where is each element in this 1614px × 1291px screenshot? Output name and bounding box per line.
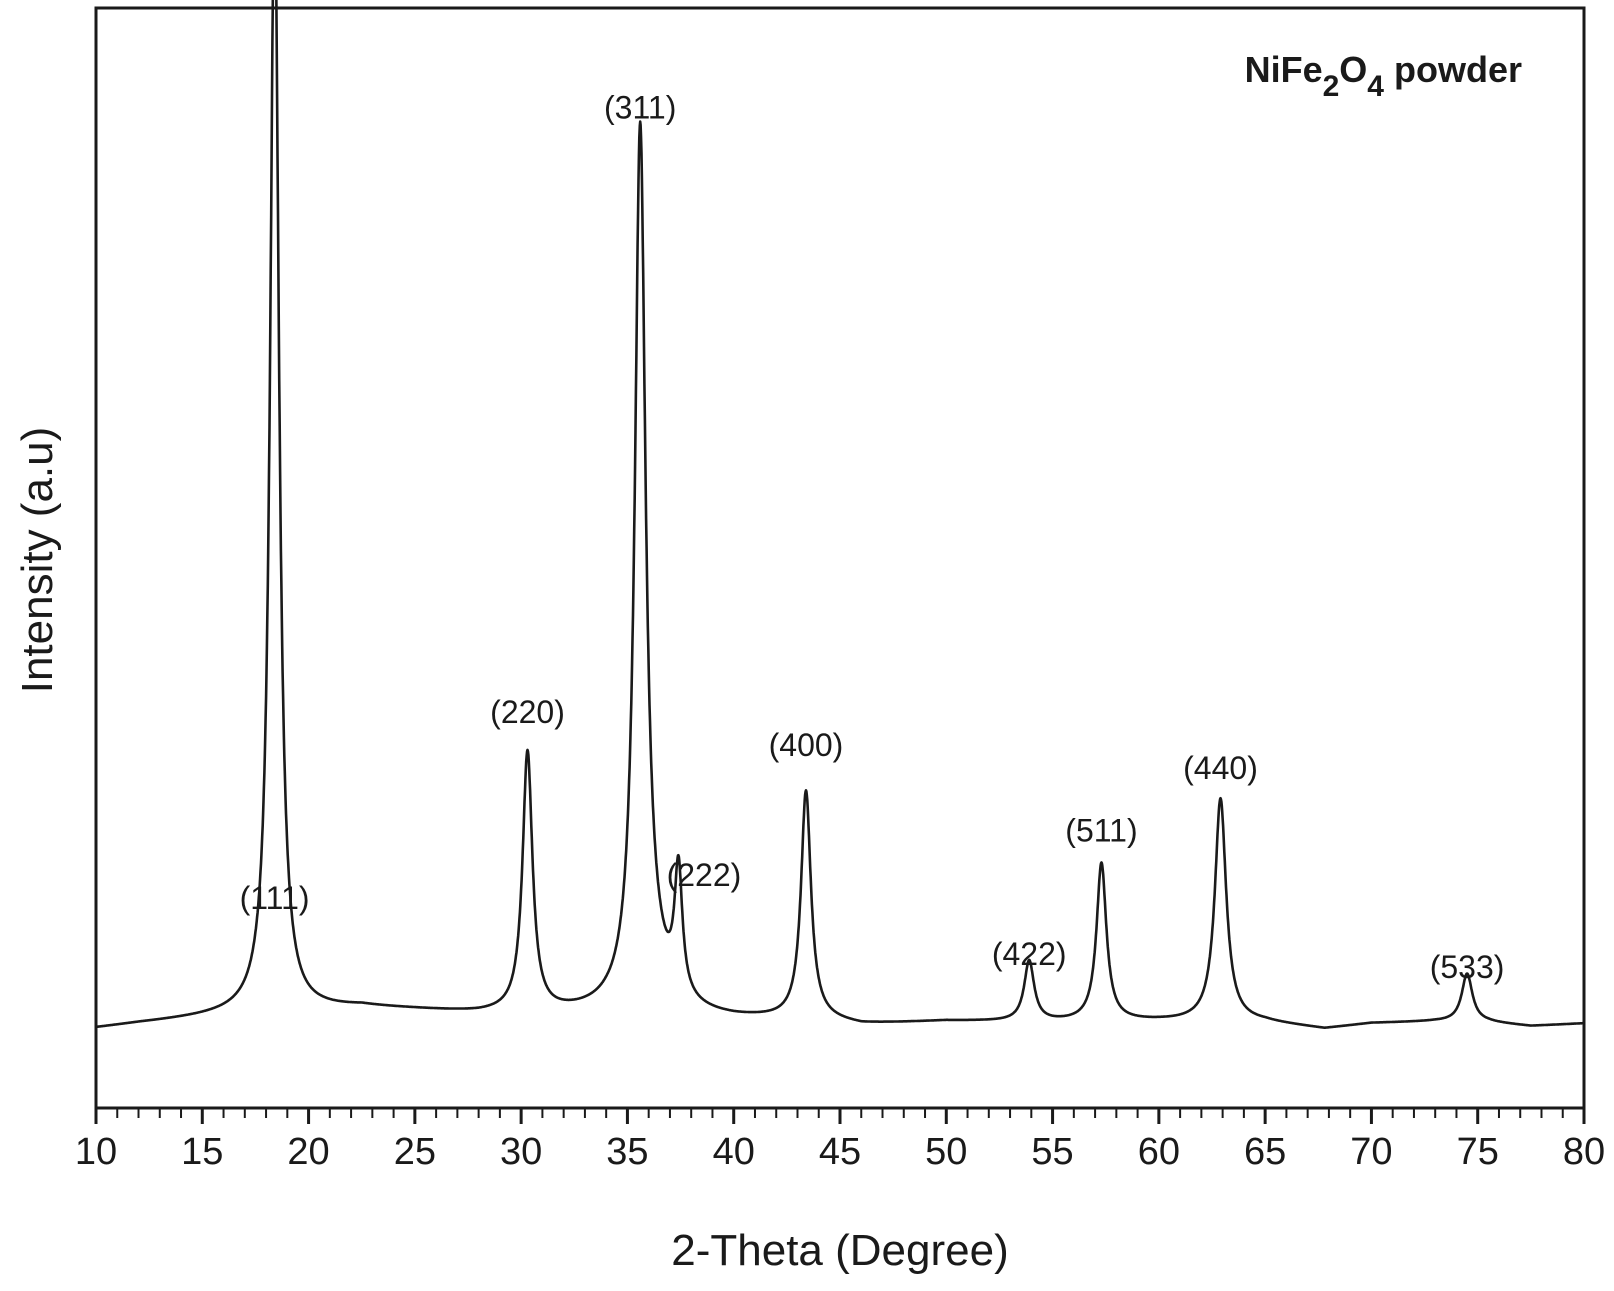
peak-labels: (111) (220) (311) (222) (400) (422) (511) (440)… <box>240 90 1505 985</box>
peak-label: (440) <box>1183 750 1258 786</box>
peak-label: (220) <box>490 694 565 730</box>
x-tick-label: 50 <box>925 1131 967 1173</box>
x-tick-label: 15 <box>181 1131 223 1173</box>
peak-label: (111) <box>240 880 310 916</box>
x-axis-tick-labels: 10 15 20 25 30 35 40 45 50 55 60 65 70 75 80 <box>75 1131 1605 1173</box>
peak-label: (422) <box>992 936 1067 972</box>
x-tick-label: 60 <box>1138 1131 1180 1173</box>
x-tick-label: 20 <box>287 1131 329 1173</box>
peak-label: (400) <box>769 727 844 763</box>
x-tick-label: 45 <box>819 1131 861 1173</box>
x-tick-label: 10 <box>75 1131 117 1173</box>
peak-label: (511) <box>1065 812 1137 848</box>
peak-label: (311) <box>604 90 676 126</box>
x-tick-label: 55 <box>1031 1131 1073 1173</box>
peak-label: (533) <box>1430 949 1505 985</box>
xrd-pattern-line <box>95 0 1585 1029</box>
x-axis-ticks <box>94 1108 1586 1124</box>
peak-label: (222) <box>667 857 742 893</box>
x-tick-label: 35 <box>606 1131 648 1173</box>
x-tick-label: 75 <box>1457 1131 1499 1173</box>
x-tick-label: 25 <box>394 1131 436 1173</box>
x-tick-label: 70 <box>1350 1131 1392 1173</box>
x-tick-label: 65 <box>1244 1131 1286 1173</box>
x-axis-title: 2-Theta (Degree) <box>671 1226 1008 1275</box>
x-tick-label: 30 <box>500 1131 542 1173</box>
x-tick-label: 80 <box>1563 1131 1605 1173</box>
plot-frame <box>94 6 1586 1110</box>
sample-legend: NiFe2O4 powder <box>1245 49 1522 103</box>
y-axis-title: Intensity (a.u) <box>13 427 62 694</box>
x-tick-label: 40 <box>713 1131 755 1173</box>
